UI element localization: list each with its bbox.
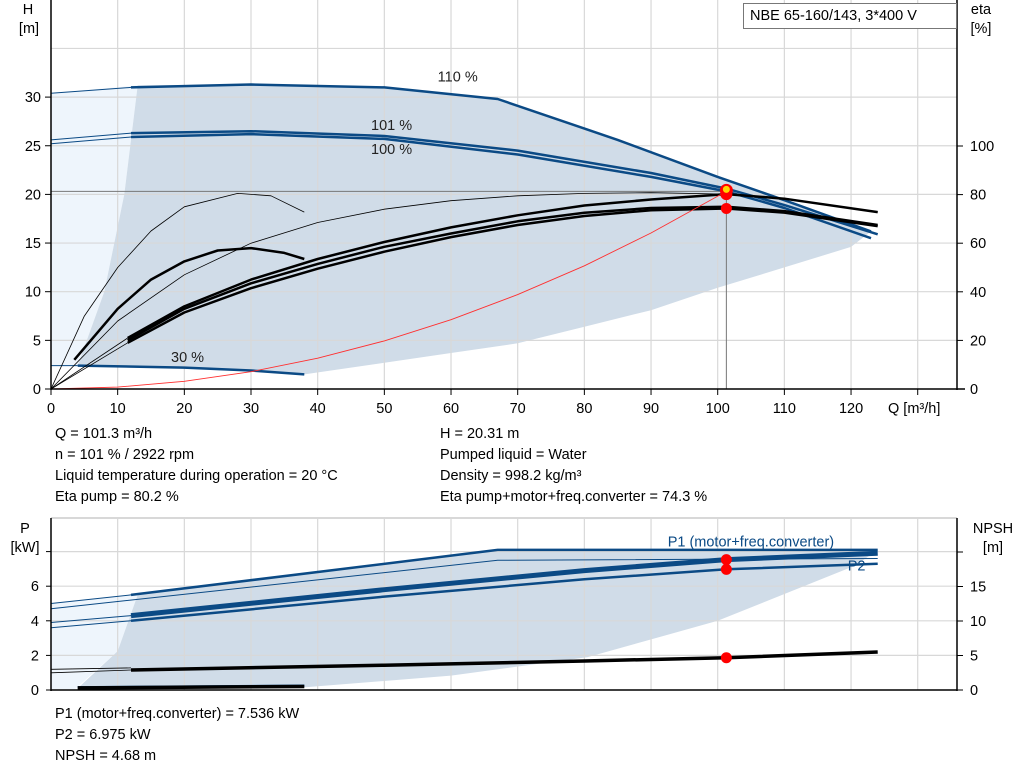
x-tick-label: 110 bbox=[773, 401, 796, 417]
y-tick-label: 0 bbox=[31, 683, 39, 699]
npsh-curve bbox=[50, 669, 132, 674]
y2-axis-unit: [m] bbox=[983, 540, 1003, 556]
info-npsh: NPSH = 4.68 m bbox=[55, 748, 157, 764]
info-p1: P1 (motor+freq.converter) = 7.536 kW bbox=[55, 706, 300, 722]
info-p2: P2 = 6.975 kW bbox=[55, 727, 151, 743]
power-curve bbox=[130, 562, 878, 623]
y-axis-unit: [m] bbox=[19, 21, 39, 37]
x-tick-label: 20 bbox=[176, 401, 192, 417]
power-curve bbox=[50, 615, 132, 623]
head-curve bbox=[130, 132, 872, 240]
y2-axis-unit: [%] bbox=[971, 21, 992, 37]
power-range-light-area bbox=[51, 594, 138, 690]
system-curve bbox=[50, 191, 727, 390]
info-density: Density = 998.2 kg/m³ bbox=[440, 468, 582, 484]
head-curve bbox=[50, 86, 132, 94]
curve-label: 100 % bbox=[371, 142, 412, 158]
y-axis-label: H bbox=[23, 2, 33, 18]
y2-axis-label: eta bbox=[971, 2, 992, 18]
info-q: Q = 101.3 m³/h bbox=[55, 426, 153, 442]
efficiency-curve bbox=[50, 337, 128, 390]
y2-tick-label: 5 bbox=[970, 649, 978, 665]
curve-label: 30 % bbox=[171, 350, 204, 366]
head-curve bbox=[50, 132, 132, 141]
y-tick-label: 30 bbox=[25, 90, 41, 106]
x-tick-label: 80 bbox=[576, 401, 592, 417]
x-tick-label: 90 bbox=[643, 401, 659, 417]
x-tick-label: 30 bbox=[243, 401, 259, 417]
y-tick-label: 10 bbox=[25, 285, 41, 301]
x-tick-label: 40 bbox=[310, 401, 326, 417]
info-temperature: Liquid temperature during operation = 20… bbox=[55, 468, 338, 484]
efficiency-curve bbox=[127, 205, 878, 342]
efficiency-curve bbox=[50, 342, 128, 390]
pump-title-box: NBE 65-160/143, 3*400 V bbox=[743, 3, 957, 29]
curve-label: 110 % bbox=[438, 70, 478, 86]
duty-point-p2 bbox=[720, 563, 732, 575]
head-curve bbox=[77, 364, 305, 376]
x-tick-label: 10 bbox=[110, 401, 126, 417]
curve-label: P2 bbox=[848, 559, 866, 575]
head-curve bbox=[130, 129, 879, 236]
npsh-curve bbox=[50, 667, 132, 670]
x-axis-label: Q [m³/h] bbox=[888, 401, 940, 417]
y2-tick-label: 80 bbox=[970, 188, 986, 204]
y2-tick-label: 20 bbox=[970, 333, 986, 349]
y-tick-label: 2 bbox=[31, 648, 39, 664]
info-liquid: Pumped liquid = Water bbox=[440, 447, 587, 463]
curve-label: P1 (motor+freq.converter) bbox=[668, 534, 834, 550]
power-curve bbox=[130, 548, 878, 597]
y-tick-label: 15 bbox=[25, 236, 41, 252]
efficiency-curve bbox=[73, 246, 305, 361]
duty-point-head-center bbox=[722, 185, 730, 193]
y-axis-unit: [kW] bbox=[11, 540, 40, 556]
duty-point-p1 bbox=[720, 554, 732, 566]
info-eta-pump: Eta pump = 80.2 % bbox=[55, 489, 179, 505]
efficiency-curve bbox=[127, 207, 878, 344]
y2-tick-label: 40 bbox=[970, 285, 986, 301]
duty-point-eta-total bbox=[720, 202, 732, 214]
head-curve bbox=[130, 83, 872, 233]
x-tick-label: 0 bbox=[47, 401, 55, 417]
x-tick-label: 70 bbox=[510, 401, 526, 417]
info-eta-total: Eta pump+motor+freq.converter = 74.3 % bbox=[440, 489, 708, 505]
x-tick-label: 100 bbox=[706, 401, 730, 417]
head-curve bbox=[50, 136, 132, 145]
y2-tick-label: 0 bbox=[970, 683, 978, 699]
npsh-curve bbox=[77, 684, 305, 690]
y-tick-label: 0 bbox=[33, 382, 41, 398]
y-tick-label: 25 bbox=[25, 139, 41, 155]
efficiency-curve bbox=[50, 192, 305, 390]
y2-tick-label: 0 bbox=[970, 382, 978, 398]
x-tick-label: 120 bbox=[839, 401, 863, 417]
y-tick-label: 20 bbox=[25, 187, 41, 203]
y2-axis-label: NPSH bbox=[973, 521, 1013, 537]
power-curve bbox=[50, 594, 132, 604]
duty-point-npsh bbox=[720, 652, 732, 664]
curve-label: 101 % bbox=[371, 118, 412, 134]
y-tick-label: 5 bbox=[33, 333, 41, 349]
y-axis-label: P bbox=[20, 521, 30, 537]
y2-tick-label: 15 bbox=[970, 580, 986, 596]
y2-tick-label: 10 bbox=[970, 614, 986, 630]
npsh-curve bbox=[130, 650, 878, 672]
operating-range-light-area bbox=[51, 85, 138, 366]
y-tick-label: 4 bbox=[31, 614, 39, 630]
info-speed: n = 101 % / 2922 rpm bbox=[55, 447, 195, 463]
y2-tick-label: 100 bbox=[970, 139, 994, 155]
y2-tick-label: 60 bbox=[970, 236, 986, 252]
y-tick-label: 6 bbox=[31, 579, 39, 595]
info-h: H = 20.31 m bbox=[440, 426, 520, 442]
x-tick-label: 50 bbox=[376, 401, 392, 417]
efficiency-curve bbox=[127, 192, 878, 340]
power-curve bbox=[50, 620, 132, 629]
x-tick-label: 60 bbox=[443, 401, 459, 417]
power-curve bbox=[130, 550, 878, 619]
